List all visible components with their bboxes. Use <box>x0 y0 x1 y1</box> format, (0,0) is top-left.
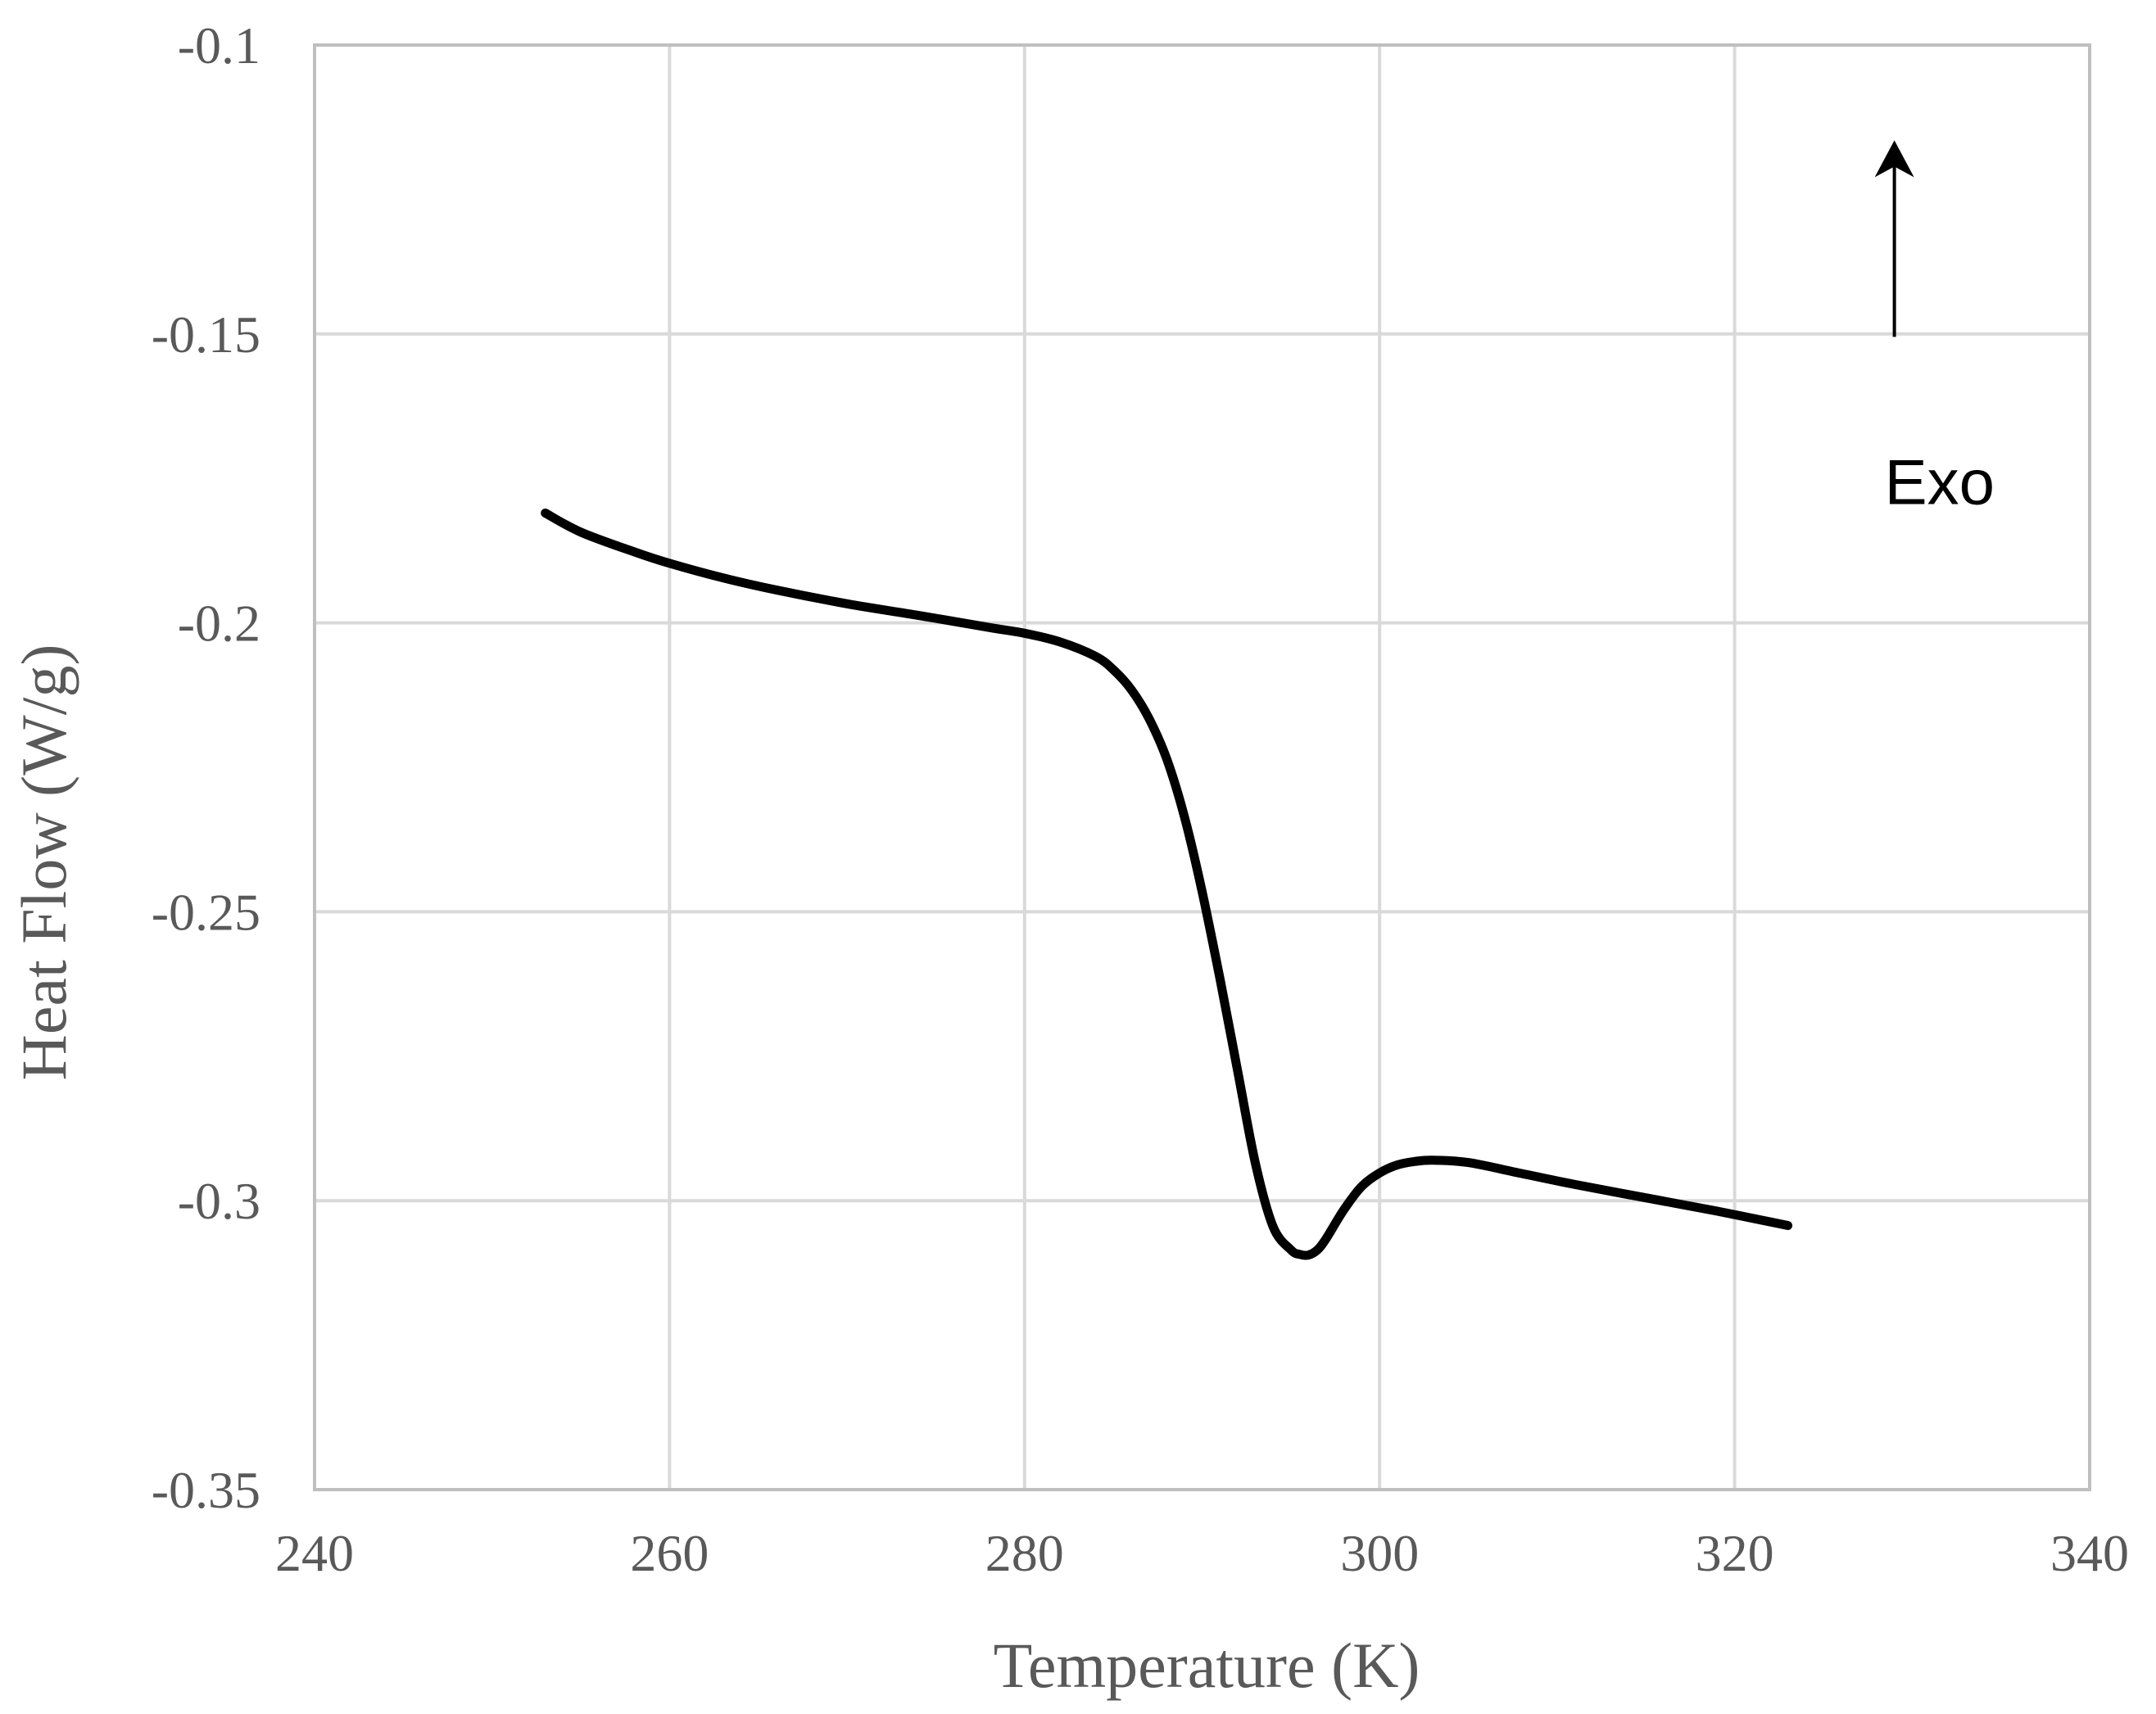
x-tick-label: 240 <box>275 1524 354 1582</box>
exo-arrow-head-icon <box>1874 140 1914 178</box>
plot-frame <box>313 43 2091 1491</box>
x-tick-label: 280 <box>985 1524 1064 1582</box>
y-tick-label: -0.35 <box>152 1461 260 1519</box>
exo-label: Exo <box>1885 446 1995 518</box>
y-tick-label: -0.25 <box>152 883 260 941</box>
series-line-heat-flow <box>541 509 1793 1260</box>
y-axis-title: Heat Flow (W/g) <box>8 644 79 1081</box>
y-tick-label: -0.1 <box>178 16 260 75</box>
y-tick-label: -0.2 <box>178 595 260 653</box>
y-tick-label: -0.15 <box>152 305 260 364</box>
x-tick-label: 340 <box>2050 1524 2129 1582</box>
x-tick-label: 300 <box>1340 1524 1419 1582</box>
y-tick-label: -0.3 <box>178 1172 260 1230</box>
x-axis-title: Temperature (K) <box>994 1630 1420 1701</box>
x-tick-label: 260 <box>630 1524 709 1582</box>
x-tick-label: 320 <box>1696 1524 1774 1582</box>
